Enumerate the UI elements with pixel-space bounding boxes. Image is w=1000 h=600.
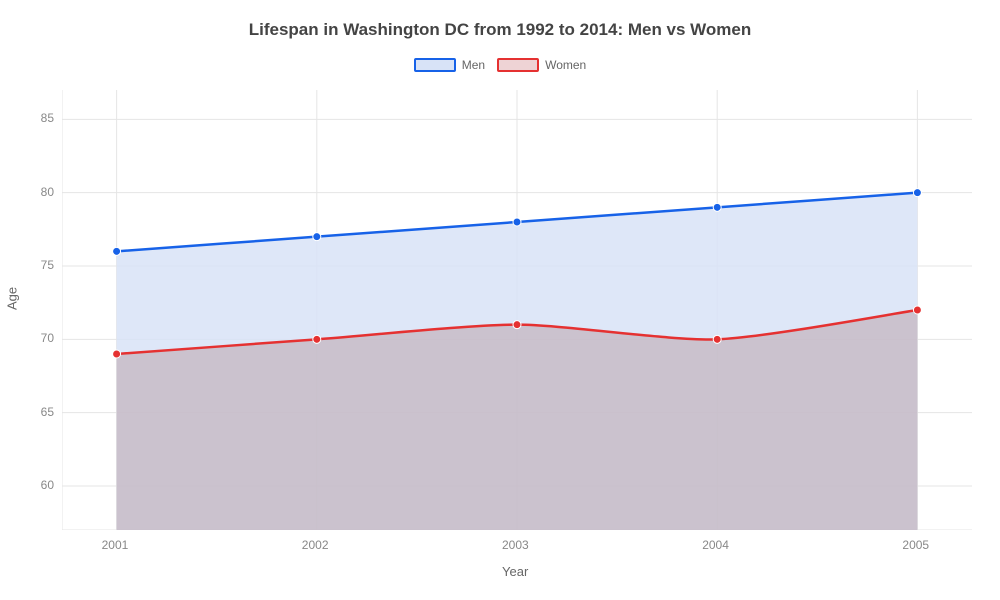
legend-label-men: Men — [462, 58, 485, 72]
x-axis-label: Year — [502, 564, 528, 579]
legend-item-men[interactable]: Men — [414, 58, 485, 72]
marker-women[interactable] — [313, 335, 321, 343]
x-tick-label: 2004 — [702, 538, 729, 552]
chart-title: Lifespan in Washington DC from 1992 to 2… — [0, 20, 1000, 40]
y-tick-label: 60 — [41, 478, 54, 492]
y-axis-label: Age — [5, 287, 20, 310]
marker-men[interactable] — [513, 218, 521, 226]
legend-swatch-men — [414, 58, 456, 72]
marker-men[interactable] — [113, 247, 121, 255]
legend-item-women[interactable]: Women — [497, 58, 586, 72]
x-tick-label: 2003 — [502, 538, 529, 552]
marker-men[interactable] — [713, 203, 721, 211]
chart-svg — [62, 90, 972, 530]
x-tick-label: 2005 — [902, 538, 929, 552]
x-tick-label: 2002 — [302, 538, 329, 552]
y-tick-label: 65 — [41, 405, 54, 419]
legend-label-women: Women — [545, 58, 586, 72]
marker-women[interactable] — [113, 350, 121, 358]
marker-women[interactable] — [913, 306, 921, 314]
legend-swatch-women — [497, 58, 539, 72]
marker-men[interactable] — [313, 233, 321, 241]
marker-women[interactable] — [713, 335, 721, 343]
plot-area — [62, 90, 972, 530]
y-tick-label: 75 — [41, 258, 54, 272]
chart-legend: Men Women — [0, 58, 1000, 72]
marker-women[interactable] — [513, 321, 521, 329]
y-tick-label: 80 — [41, 185, 54, 199]
y-tick-label: 85 — [41, 111, 54, 125]
y-tick-label: 70 — [41, 331, 54, 345]
x-tick-label: 2001 — [102, 538, 129, 552]
marker-men[interactable] — [913, 189, 921, 197]
